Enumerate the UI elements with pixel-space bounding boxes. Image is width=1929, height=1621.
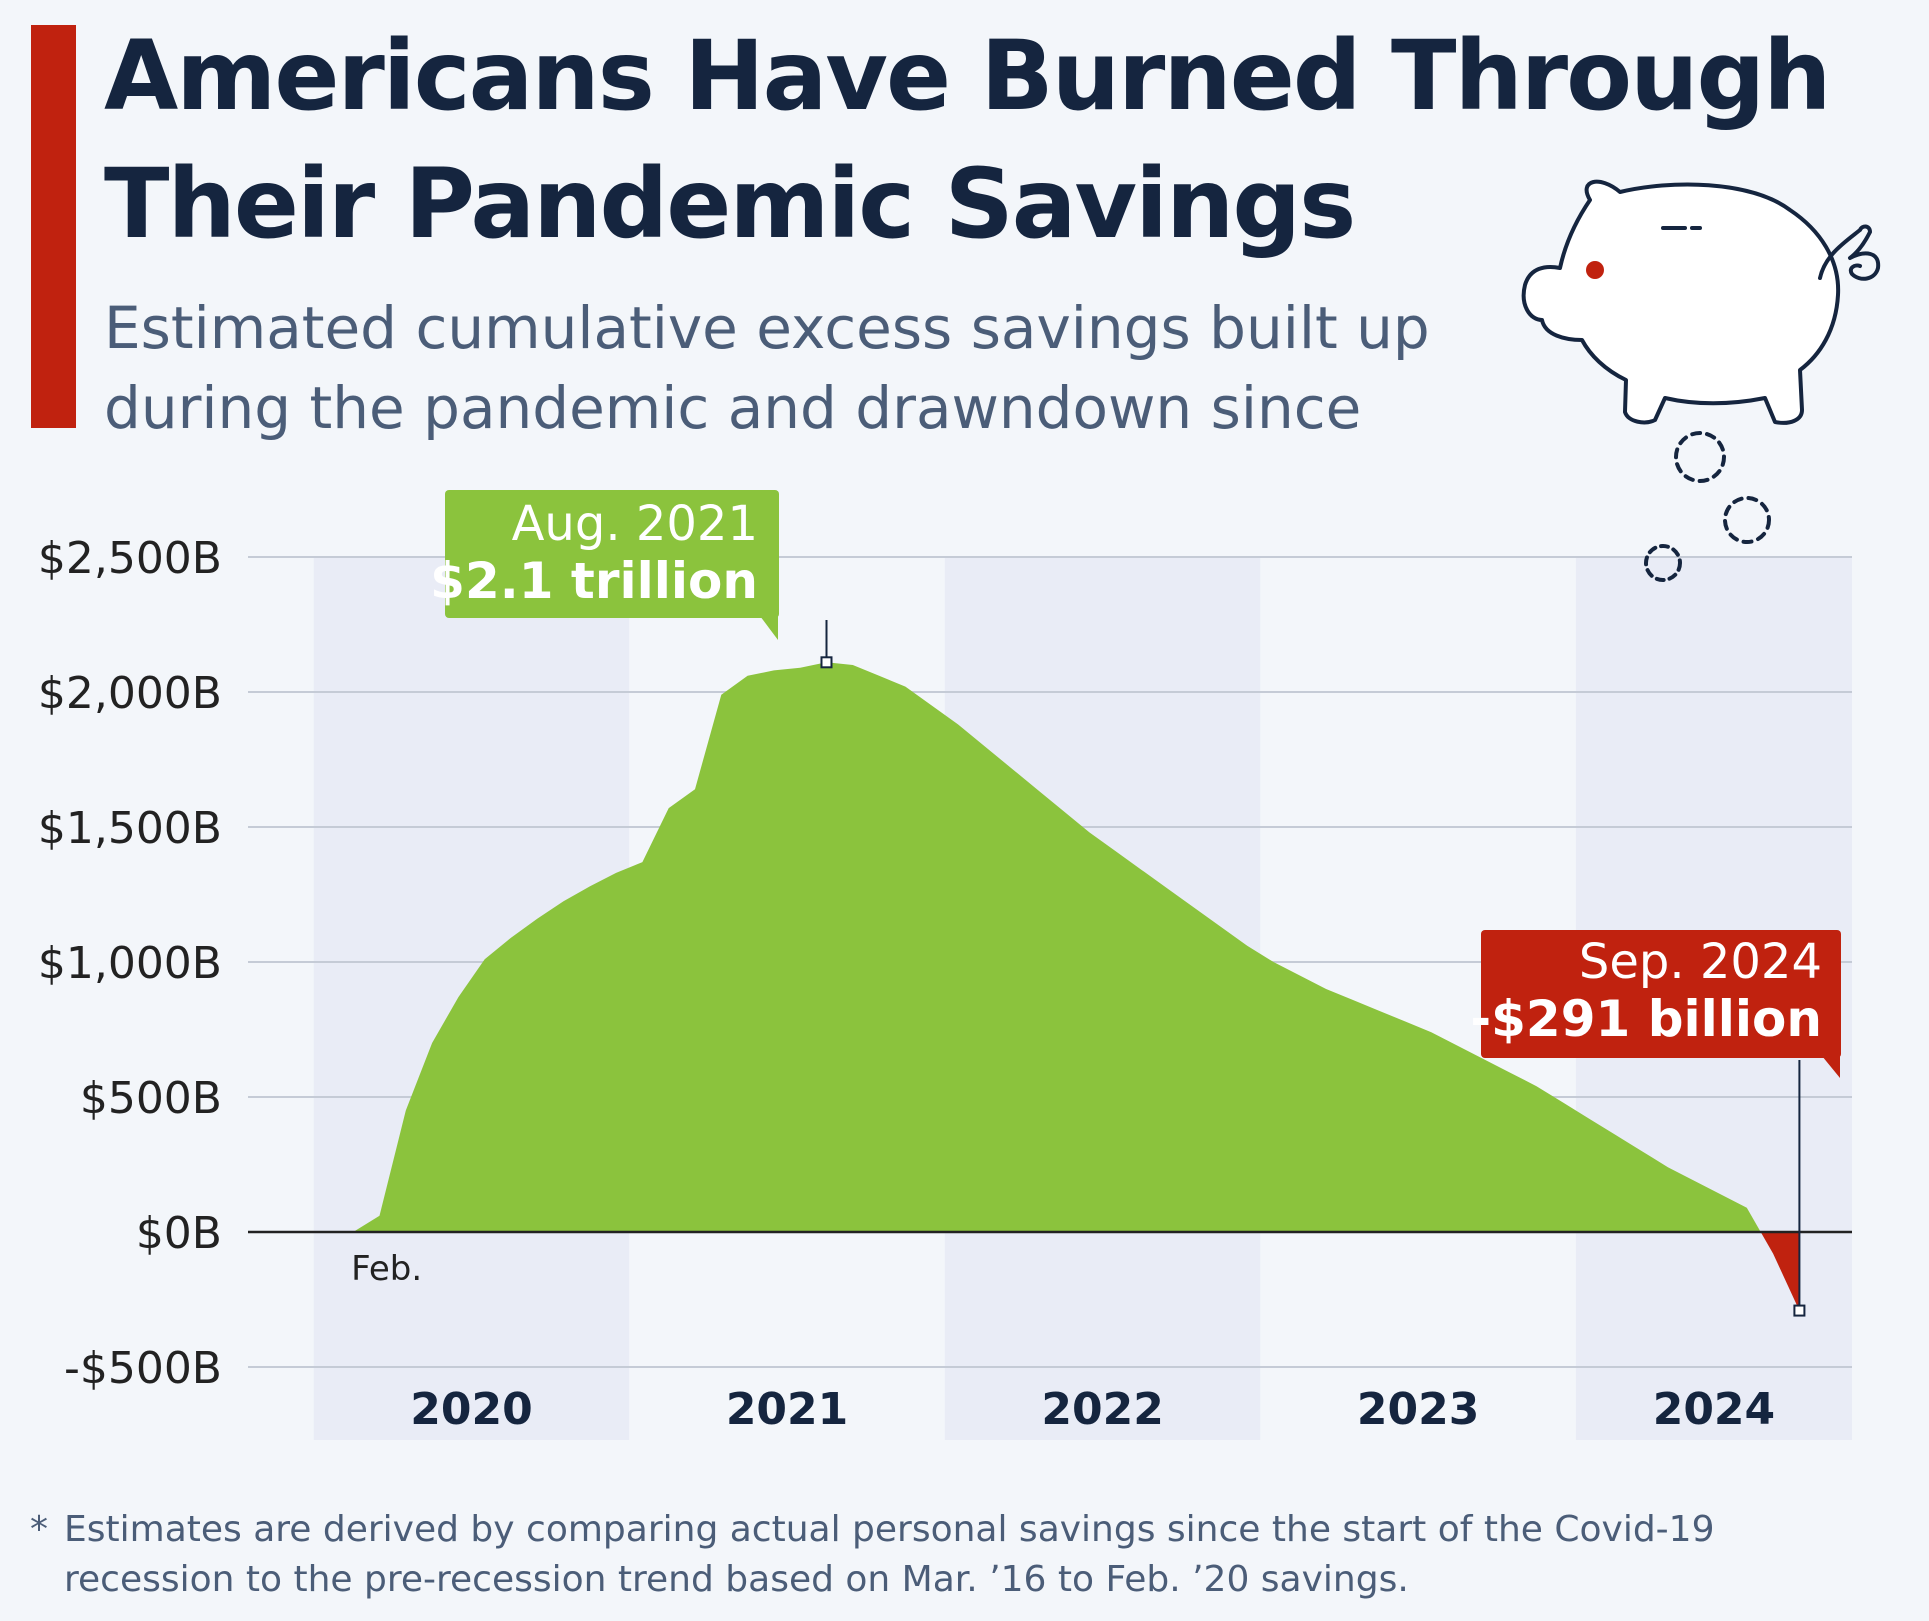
peak-callout-date: Aug. 2021: [512, 496, 758, 552]
y-tick-label: -$500B: [64, 1343, 222, 1394]
x-year-label: 2022: [1041, 1384, 1163, 1435]
y-tick-label: $1,500B: [38, 803, 222, 854]
y-axis-tick-labels: $2,500B $2,000B $1,500B $1,000B $500B $0B -$50…: [38, 533, 222, 1394]
y-tick-label: $1,000B: [38, 938, 222, 989]
y-tick-label: $2,500B: [38, 533, 222, 584]
y-tick-label: $500B: [80, 1073, 222, 1124]
footnote-marker: *: [30, 1509, 48, 1550]
chart-title: Americans Have Burned Through Their Pand…: [104, 20, 1832, 260]
footnote-text: Estimates are derived by comparing actua…: [64, 1509, 1715, 1600]
piggy-bank-icon: [1521, 179, 1881, 582]
x-axis-year-labels: 2020 2021 2022 2023 2024: [410, 1384, 1775, 1435]
peak-callout-pointer: [760, 616, 778, 640]
x-year-label: 2021: [726, 1384, 848, 1435]
positive-savings-area: [353, 662, 1761, 1232]
latest-callout-box: [1481, 930, 1841, 1058]
x-year-label: 2023: [1357, 1384, 1479, 1435]
negative-savings-area: [1760, 1232, 1800, 1311]
chart-subtitle: Estimated cumulative excess savings buil…: [104, 294, 1430, 442]
x-year-label: 2024: [1653, 1384, 1775, 1435]
latest-callout-value: -$291 billion: [1470, 990, 1822, 1048]
latest-callout-pointer: [1822, 1056, 1840, 1078]
latest-callout-date: Sep. 2024: [1579, 934, 1822, 990]
accent-bar: [31, 25, 76, 428]
y-tick-label: $0B: [136, 1208, 222, 1259]
peak-callout-value: $2.1 trillion: [430, 552, 758, 610]
footnote: * Estimates are derived by comparing act…: [30, 1505, 1890, 1605]
y-tick-label: $2,000B: [38, 668, 222, 719]
area-series: [353, 662, 1800, 1311]
x-year-label: 2020: [410, 1384, 532, 1435]
callouts: Aug. 2021$2.1 trillion Sep. 2024-$291 bil…: [430, 490, 1841, 1317]
start-label: Feb.: [351, 1249, 422, 1289]
latest-marker: [1793, 1304, 1806, 1317]
peak-marker: [820, 656, 833, 669]
peak-callout-box: [445, 490, 779, 618]
